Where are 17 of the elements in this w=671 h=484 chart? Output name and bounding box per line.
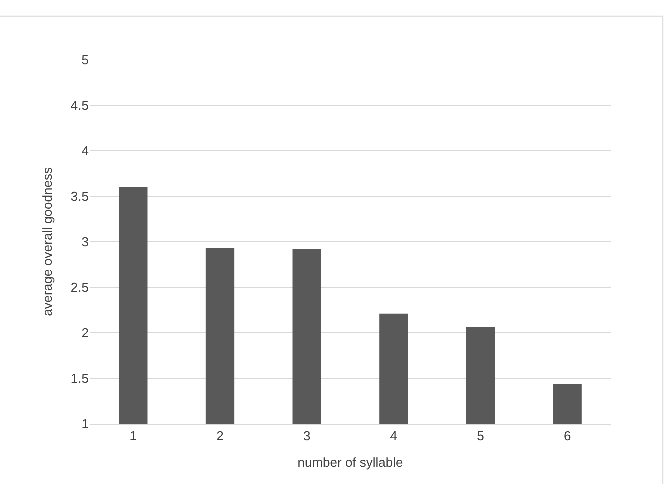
y-tick-label: 3	[82, 234, 89, 250]
x-axis-title: number of syllable	[298, 455, 404, 470]
x-tick-label: 5	[477, 428, 484, 444]
x-tick-label: 3	[303, 428, 311, 444]
x-tick-label: 2	[216, 428, 224, 444]
y-tick-label: 5	[82, 52, 89, 68]
y-tick-label: 4.5	[70, 98, 89, 114]
x-tick-label: 4	[390, 428, 398, 444]
x-tick-label: 1	[130, 428, 138, 444]
y-tick-label: 1.5	[70, 371, 89, 386]
y-tick-label: 4	[82, 144, 89, 159]
y-tick-label: 2	[82, 326, 89, 341]
y-tick-label: 3.5	[70, 189, 89, 204]
y-axis-title: average overall goodness	[40, 167, 55, 316]
y-tick-label: 2.5	[70, 280, 89, 296]
y-tick-label: 1	[82, 416, 89, 432]
x-tick-label: 6	[564, 428, 572, 444]
